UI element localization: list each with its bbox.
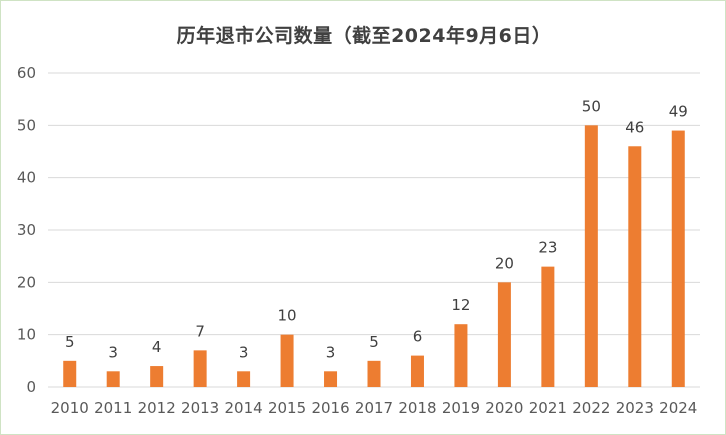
data-label: 23 (538, 239, 557, 257)
bar (497, 282, 511, 387)
data-label: 49 (669, 103, 688, 121)
x-tick-label: 2024 (659, 399, 697, 417)
data-label: 3 (108, 343, 118, 361)
x-tick-label: 2014 (225, 399, 263, 417)
x-tick-label: 2019 (442, 399, 480, 417)
data-label: 50 (582, 97, 601, 115)
bar (367, 360, 381, 387)
data-label: 4 (152, 338, 162, 356)
x-tick-label: 2012 (138, 399, 176, 417)
bar (671, 130, 685, 388)
y-tick-label: 60 (17, 64, 36, 82)
x-tick-label: 2015 (268, 399, 306, 417)
x-tick-label: 2021 (529, 399, 567, 417)
data-label: 10 (278, 307, 297, 325)
bar (193, 350, 207, 387)
y-tick-label: 30 (17, 221, 36, 239)
x-tick-label: 2022 (572, 399, 610, 417)
data-label: 20 (495, 254, 514, 272)
data-label: 3 (239, 343, 249, 361)
data-label: 46 (625, 118, 644, 136)
bar (324, 371, 338, 387)
data-label: 5 (369, 333, 379, 351)
bar (541, 266, 555, 387)
y-tick-label: 0 (26, 378, 36, 396)
data-label: 7 (195, 322, 205, 340)
bar (280, 334, 294, 387)
x-tick-label: 2020 (485, 399, 523, 417)
bar (410, 355, 424, 387)
data-label: 6 (413, 328, 423, 346)
y-tick-label: 40 (17, 169, 36, 187)
data-labels: 5 3 4 7 3 10 3 5 6 12 20 23 50 46 49 (65, 97, 688, 361)
bar (237, 371, 251, 387)
x-tick-label: 2023 (616, 399, 654, 417)
data-label: 3 (326, 343, 336, 361)
x-tick-label: 2013 (181, 399, 219, 417)
x-tick-label: 2017 (355, 399, 393, 417)
y-tick-label: 50 (17, 116, 36, 134)
y-tick-label: 20 (17, 273, 36, 291)
chart-title: 历年退市公司数量（截至2024年9月6日） (176, 25, 552, 47)
x-axis: 2010 2011 2012 2013 2014 2015 2016 2017 2018 2019… (51, 399, 698, 417)
bar (63, 360, 77, 387)
data-label: 5 (65, 333, 75, 351)
x-tick-label: 2011 (94, 399, 132, 417)
bar (454, 324, 468, 387)
bar (150, 366, 164, 387)
bar (628, 146, 642, 387)
x-tick-label: 2018 (398, 399, 436, 417)
data-label: 12 (451, 296, 470, 314)
y-axis: 0 10 20 30 40 50 60 (17, 64, 36, 396)
x-tick-label: 2016 (311, 399, 349, 417)
y-tick-label: 10 (17, 326, 36, 344)
bar (584, 125, 598, 387)
x-tick-label: 2010 (51, 399, 89, 417)
bars (63, 125, 685, 388)
bar (106, 371, 120, 387)
